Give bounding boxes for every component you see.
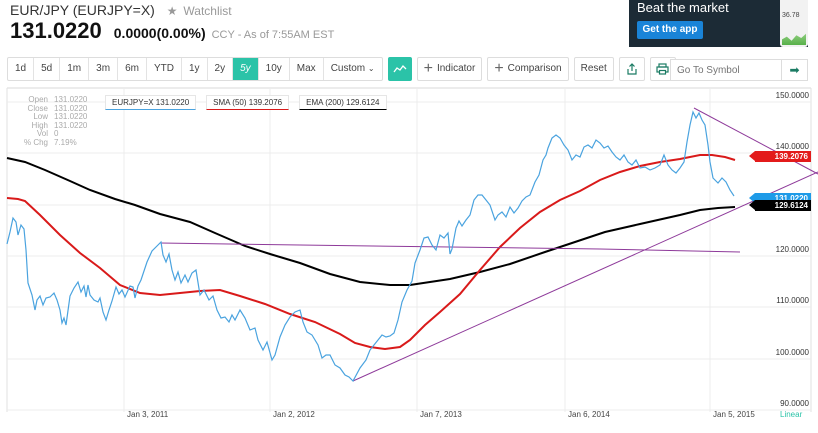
close-value: 131.0220: [54, 103, 88, 113]
legend-ema[interactable]: EMA (200) 129.6124: [299, 95, 387, 110]
series-legend: EURJPY=X 131.0220 SMA (50) 139.2076 EMA …: [105, 95, 397, 110]
range-ytd[interactable]: YTD: [147, 58, 182, 80]
plus-icon: +: [423, 60, 433, 77]
print-icon: [656, 63, 669, 75]
arrow-right-icon: ➡: [789, 63, 800, 77]
phone-image: 36.78: [780, 0, 808, 47]
range-5y[interactable]: 5y: [233, 58, 259, 80]
trendlines: [159, 107, 818, 382]
y-tick: 110.0000: [776, 296, 809, 305]
range-1y[interactable]: 1y: [182, 58, 208, 80]
close-label: Close: [27, 103, 48, 113]
range-6m[interactable]: 6m: [118, 58, 147, 80]
price-change: 0.0000(0.00%): [113, 25, 206, 41]
indicator-label: Indicator: [436, 63, 476, 74]
high-value: 131.0220: [54, 120, 88, 130]
v-gridlines: [123, 88, 711, 412]
reset-button[interactable]: Reset: [573, 57, 614, 81]
phone-value: 36.78: [782, 12, 800, 19]
ohlc-readout: Open 131.0220 Close 131.0220 Low 131.0220 H…: [20, 95, 88, 147]
pct-chg-label: % Chg: [23, 137, 48, 147]
range-3m[interactable]: 3m: [89, 58, 119, 80]
vol-value: 0: [54, 129, 59, 138]
x-tick: Jan 3, 2011: [127, 410, 169, 419]
quote-price: 131.0220 0.0000(0.00%) CCY - As of 7:55A…: [10, 18, 334, 44]
low-value: 131.0220: [54, 112, 88, 121]
pct-chg-value: 7.19%: [54, 137, 77, 147]
y-tick: 150.0000: [775, 91, 809, 100]
x-tick: Jan 7, 2013: [420, 410, 462, 419]
line-chart-icon: [393, 65, 407, 73]
watchlist-link[interactable]: Watchlist: [183, 4, 232, 18]
share-button[interactable]: [618, 57, 645, 81]
chart-toolbar: 1d 5d 1m 3m 6m YTD 1y 2y 5y 10y Max Cust…: [7, 57, 676, 81]
chevron-down-icon: ⌄: [367, 64, 375, 73]
go-button[interactable]: ➡: [781, 60, 807, 80]
h-gridlines: [7, 101, 811, 411]
range-1d[interactable]: 1d: [8, 58, 35, 80]
indicator-button[interactable]: + Indicator: [416, 57, 483, 81]
range-max[interactable]: Max: [290, 58, 324, 80]
phone-chart-icon: [782, 33, 806, 45]
ema-value-tag: 129.6124: [749, 200, 811, 211]
range-2y[interactable]: 2y: [208, 58, 234, 80]
last-price: 131.0220: [10, 18, 102, 43]
x-tick: Jan 5, 2015: [713, 410, 755, 419]
scale-toggle[interactable]: Linear: [780, 410, 803, 419]
sma-line: [6, 154, 736, 351]
quote-title: EUR/JPY (EURJPY=X) ★ Watchlist: [10, 2, 232, 18]
range-10y[interactable]: 10y: [259, 58, 290, 80]
low-label: Low: [33, 112, 48, 121]
share-icon: [627, 63, 637, 75]
x-tick: Jan 6, 2014: [568, 410, 610, 419]
open-value: 131.0220: [54, 95, 88, 104]
y-tick: 90.0000: [780, 399, 809, 408]
y-tick: 120.0000: [775, 245, 809, 254]
chart-type-button[interactable]: [387, 57, 412, 81]
legend-price[interactable]: EURJPY=X 131.0220: [105, 95, 197, 110]
comparison-label: Comparison: [507, 63, 562, 74]
comparison-button[interactable]: + Comparison: [487, 57, 569, 81]
range-5d[interactable]: 5d: [34, 58, 61, 80]
x-tick: Jan 2, 2012: [273, 410, 315, 419]
star-icon[interactable]: ★: [166, 4, 178, 18]
as-of-time: CCY - As of 7:55AM EST: [211, 29, 335, 41]
price-value-tag: 131.0220: [749, 193, 811, 204]
x-axis: Jan 3, 2011 Jan 2, 2012 Jan 7, 2013 Jan …: [0, 410, 818, 424]
symbol-search: ➡: [670, 59, 808, 81]
y-tick: 100.0000: [775, 348, 809, 357]
app-ad-banner[interactable]: Beat the market Get the app 36.78: [629, 0, 808, 47]
sma-value-tag: 139.2076: [749, 151, 811, 162]
price-series-line: [6, 110, 735, 382]
legend-sma[interactable]: SMA (50) 139.2076: [206, 95, 290, 110]
y-tick: 140.0000: [775, 142, 809, 151]
vol-label: Vol: [36, 129, 48, 138]
get-app-button[interactable]: Get the app: [637, 21, 703, 39]
symbol-input[interactable]: [671, 60, 781, 80]
range-1m[interactable]: 1m: [60, 58, 90, 80]
high-label: High: [31, 120, 48, 130]
ema-line: [6, 157, 736, 286]
open-label: Open: [28, 95, 48, 104]
ad-headline: Beat the market: [637, 0, 729, 15]
symbol-name: EUR/JPY (EURJPY=X): [10, 2, 155, 18]
custom-label: Custom: [330, 63, 366, 74]
plus-icon: +: [494, 60, 504, 77]
range-selector: 1d 5d 1m 3m 6m YTD 1y 2y 5y 10y Max Cust…: [7, 57, 383, 81]
range-custom[interactable]: Custom ⌄: [324, 58, 382, 80]
